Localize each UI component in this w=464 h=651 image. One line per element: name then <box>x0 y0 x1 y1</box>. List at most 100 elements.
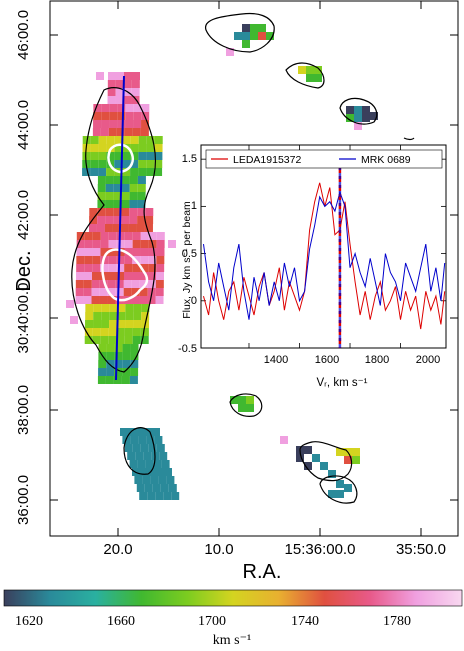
blob-ne-pixel <box>314 74 322 82</box>
map-pixel <box>97 192 106 200</box>
map-pixel <box>140 264 149 272</box>
map-pixel <box>122 168 131 176</box>
map-pixel <box>141 304 150 312</box>
map-pixel <box>98 160 107 168</box>
inset-x-tick-3: 2000 <box>416 354 440 366</box>
blob-n-pixel <box>258 24 266 32</box>
map-pixel <box>156 264 165 272</box>
blob-sw-pixel <box>139 492 148 500</box>
map-pixel <box>108 232 117 240</box>
map-pixel <box>124 328 133 336</box>
map-pixel <box>154 152 163 160</box>
map-pixel <box>140 128 149 136</box>
map-pixel <box>131 288 140 296</box>
blob-se-pixel <box>280 436 288 444</box>
map-pixel <box>97 208 106 216</box>
map-pixel <box>129 192 138 200</box>
map-pixel <box>99 288 108 296</box>
inset-y-tick-2: 0.5 <box>182 248 197 260</box>
blob-sw-pixel <box>166 476 175 484</box>
map-pixel <box>154 168 163 176</box>
map-pixel <box>132 272 140 280</box>
map-pixel <box>92 248 101 256</box>
x-tick-label-3: 35:50.0 <box>396 541 446 558</box>
inset-x-tick-labels: 1400 1600 1800 2000 <box>264 354 440 366</box>
blob-sw-pixel <box>127 452 136 460</box>
y-tick-label-3: 30:40:00.0 <box>15 283 32 354</box>
map-pixel <box>131 280 140 288</box>
map-pixel <box>154 160 163 168</box>
blob-sw-pixel <box>135 452 144 460</box>
blob-n-pixel <box>250 24 258 32</box>
map-pixel <box>137 184 146 192</box>
map-pixel <box>90 152 99 160</box>
map-pixel <box>116 240 125 248</box>
map-pixel <box>132 336 141 344</box>
map-pixel <box>125 320 134 328</box>
map-y-axis-label: Dec. <box>13 250 35 291</box>
map-pixel <box>89 216 98 224</box>
map-pixel <box>90 136 99 144</box>
blob-sw-pixel <box>152 484 161 492</box>
blob-s-pixel <box>238 404 246 412</box>
map-pixel <box>137 192 146 200</box>
blob-sw-pixel <box>140 444 149 452</box>
blob-sw-pixel <box>158 476 167 484</box>
map-pixel <box>124 72 132 80</box>
map-pixel <box>128 224 137 232</box>
map-pixel <box>116 272 124 280</box>
map-pixel <box>107 280 116 288</box>
map-pixel <box>122 360 131 368</box>
map-pixel <box>114 160 123 168</box>
blob-sw-pixel <box>171 492 180 500</box>
map-pixel <box>156 248 165 256</box>
blob-n-pixel <box>226 48 234 56</box>
map-pixel <box>121 376 130 384</box>
map-pixel <box>115 88 124 96</box>
blob-e-pixel <box>346 114 354 122</box>
map-pixel <box>109 112 118 120</box>
map-pixel <box>120 224 129 232</box>
map-pixel <box>108 128 117 136</box>
map-pixel <box>84 232 93 240</box>
inset-x-tick-1: 1600 <box>315 354 339 366</box>
map-pixel <box>138 168 147 176</box>
blob-e-pixel <box>354 122 362 130</box>
map-pixel <box>85 304 94 312</box>
blob-sw-pixel <box>145 460 154 468</box>
map-pixel <box>84 256 93 264</box>
map-pixel <box>125 112 134 120</box>
map-pixel <box>131 88 140 96</box>
map-pixel <box>124 128 133 136</box>
map-pixel <box>105 192 114 200</box>
map-pixel <box>148 264 157 272</box>
map-pixel <box>107 96 116 104</box>
blob-sw-pixel <box>153 460 162 468</box>
map-pixel <box>137 176 146 184</box>
map-pixel <box>130 152 139 160</box>
colorbar-label: km s⁻¹ <box>213 633 251 648</box>
map-pixel <box>93 304 102 312</box>
map-pixel <box>109 304 118 312</box>
map-pixel <box>130 136 139 144</box>
map-pixel <box>131 80 140 88</box>
blob-e-pixel <box>354 114 362 122</box>
map-pixel <box>122 160 131 168</box>
galaxy-outer-contour <box>71 87 156 373</box>
map-pixel <box>124 240 133 248</box>
map-pixel <box>138 144 147 152</box>
map-pixel <box>109 312 118 320</box>
map-pixel <box>140 248 149 256</box>
map-pixel <box>122 344 131 352</box>
blob-sw-pixel <box>142 476 151 484</box>
map-pixel <box>100 240 109 248</box>
map-pixel <box>107 80 116 88</box>
map-pixel <box>98 360 107 368</box>
x-tick-label-0: 20.0 <box>103 541 132 558</box>
y-tick-label-0: 46:00.0 <box>15 10 32 60</box>
map-pixel <box>84 240 93 248</box>
map-pixel <box>131 296 140 304</box>
map-pixel <box>98 168 107 176</box>
blob-s-pixel <box>238 396 246 404</box>
map-pixel <box>108 256 117 264</box>
